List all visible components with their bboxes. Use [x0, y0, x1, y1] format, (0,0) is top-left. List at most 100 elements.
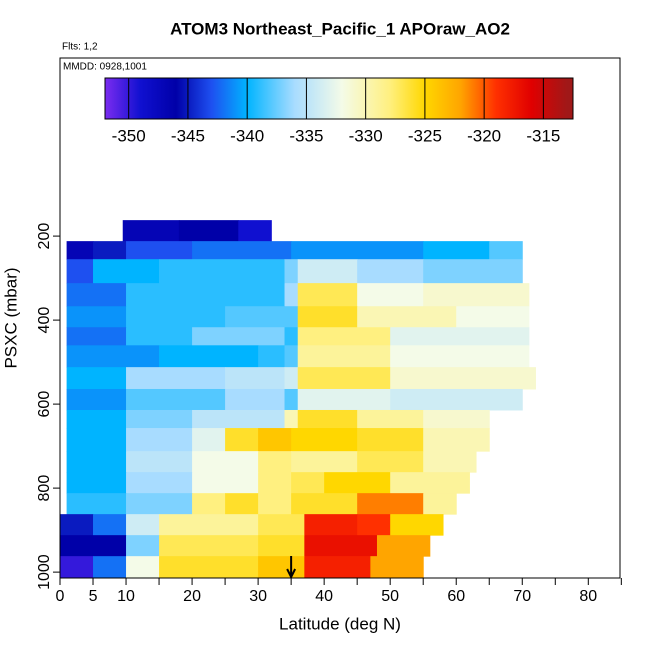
colorbar [104, 77, 574, 120]
cell [192, 327, 286, 346]
cell [390, 367, 536, 390]
cell [258, 472, 292, 494]
cell [93, 556, 127, 579]
cell [258, 535, 305, 557]
colorbar-tick-label: -325 [408, 126, 442, 145]
cell [390, 472, 470, 494]
cell [390, 388, 523, 411]
cell [284, 306, 299, 328]
y-axis-label: PSXC (mbar) [1, 267, 20, 368]
cell [284, 367, 299, 390]
cell [297, 409, 358, 429]
cell [291, 428, 358, 452]
x-tick-label: 5 [89, 588, 98, 605]
cell [126, 556, 160, 579]
x-tick-label: 40 [315, 588, 333, 605]
cell [66, 493, 127, 515]
cell [126, 428, 193, 452]
cell [66, 345, 160, 368]
cell [93, 259, 160, 284]
cell [357, 514, 391, 536]
x-tick-label: 80 [579, 588, 597, 605]
x-tick-label: 10 [117, 588, 135, 605]
cell [284, 388, 299, 411]
cell [159, 535, 259, 557]
cell [297, 306, 358, 328]
cell [192, 472, 259, 494]
cell [291, 241, 424, 260]
chart-title: ATOM3 Northeast_Pacific_1 APOraw_AO2 [170, 19, 510, 38]
cell [357, 493, 424, 515]
cell [126, 514, 160, 536]
cell [192, 409, 286, 429]
cell [126, 327, 193, 346]
cell [324, 472, 391, 494]
cell [126, 283, 226, 307]
cell [225, 283, 286, 307]
cell [192, 241, 292, 260]
cell [159, 556, 259, 579]
colorbar-tick-label: -320 [467, 126, 501, 145]
x-tick-label: 50 [381, 588, 399, 605]
cell [126, 451, 193, 473]
cell [66, 428, 127, 452]
x-tick-label: 60 [447, 588, 465, 605]
cell [390, 327, 530, 346]
cell [122, 220, 180, 242]
cell [390, 345, 530, 368]
cell [423, 451, 477, 473]
cell [225, 493, 259, 515]
cell [423, 259, 523, 284]
cell [66, 327, 127, 346]
cell [60, 514, 94, 536]
cell [284, 259, 299, 284]
cell [126, 367, 226, 390]
cell [284, 345, 299, 368]
cell [304, 514, 358, 536]
cell [284, 409, 299, 429]
cell [291, 451, 358, 473]
cell [126, 472, 193, 494]
cell [297, 283, 358, 307]
cell [60, 535, 127, 557]
colorbar-tick-label: -315 [526, 126, 560, 145]
cell [284, 327, 299, 346]
cell [258, 345, 286, 368]
cell [423, 283, 530, 307]
y-tick-label: 400 [36, 307, 53, 334]
cell [159, 259, 286, 284]
x-tick-label: 20 [183, 588, 201, 605]
cell [66, 306, 127, 328]
cell [258, 493, 292, 515]
cell [93, 241, 127, 260]
cell [126, 241, 193, 260]
cell [126, 388, 226, 411]
cell [225, 428, 259, 452]
cell [178, 220, 239, 242]
annotation: MMDD: 0928,1001 [63, 62, 147, 73]
cell [304, 556, 371, 579]
cell [126, 306, 226, 328]
cell [376, 535, 431, 557]
cell [238, 220, 272, 242]
cell [423, 493, 457, 515]
cell [159, 345, 259, 368]
cell [192, 451, 259, 473]
cell [258, 514, 305, 536]
cell [297, 259, 358, 284]
cell [60, 556, 94, 579]
cell [297, 327, 391, 346]
cell [291, 493, 358, 515]
cell [225, 367, 286, 390]
subtitle: Flts: 1,2 [62, 42, 98, 53]
cell [297, 367, 391, 390]
cell [66, 409, 127, 429]
x-tick-label: 30 [249, 588, 267, 605]
x-axis-label: Latitude (deg N) [279, 614, 401, 633]
cell [258, 451, 292, 473]
cell [357, 306, 457, 328]
cell [126, 535, 160, 557]
cell [370, 556, 424, 579]
cell [284, 283, 299, 307]
plot-frame [59, 57, 621, 579]
